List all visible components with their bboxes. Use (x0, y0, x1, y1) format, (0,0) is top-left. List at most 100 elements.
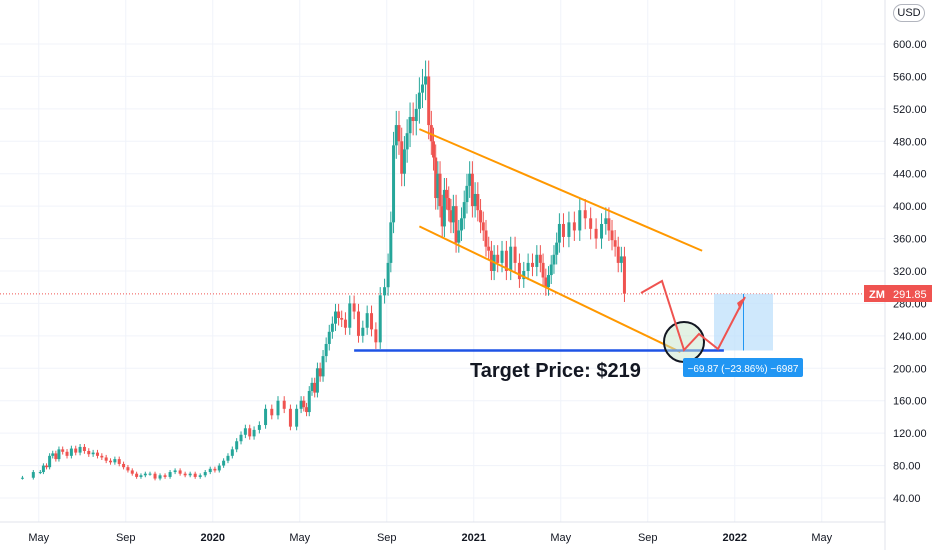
candle (198, 473, 202, 479)
target-price-annotation[interactable]: Target Price: $219 (470, 360, 641, 382)
candle (302, 396, 306, 412)
candle (100, 453, 104, 461)
candle (321, 350, 325, 382)
candle (213, 466, 217, 473)
candle (333, 303, 337, 331)
candle (45, 463, 49, 470)
time-tick-label: May (289, 532, 310, 544)
candle (451, 194, 455, 234)
candle (282, 396, 286, 414)
price-tick-label: 120.00 (893, 428, 927, 440)
candle (324, 337, 328, 363)
candle (613, 230, 617, 257)
candle (230, 446, 234, 459)
candle (616, 236, 620, 273)
candle (481, 211, 485, 241)
candle (270, 404, 274, 420)
price-tick-label: 360.00 (893, 234, 927, 246)
candle (295, 404, 299, 431)
candle (38, 470, 42, 475)
candle (457, 219, 461, 253)
candle (476, 182, 480, 222)
candle (600, 213, 604, 249)
candle (440, 194, 444, 238)
candle (610, 219, 614, 251)
candle (54, 450, 58, 462)
price-tick-label: 480.00 (893, 136, 927, 148)
candle (544, 268, 548, 296)
candle (327, 324, 331, 351)
candle (143, 471, 147, 478)
candle (299, 396, 303, 414)
candle (91, 449, 95, 457)
candle (383, 278, 387, 304)
time-tick-label: Sep (377, 532, 397, 544)
price-tick-label: 80.00 (893, 461, 921, 473)
time-tick-label: Sep (116, 532, 136, 544)
price-tick-label: 320.00 (893, 266, 927, 278)
candle (517, 253, 521, 288)
price-axis[interactable]: 40.0080.00120.00160.00200.00240.00280.00… (893, 39, 927, 505)
candle (340, 310, 344, 328)
measure-box[interactable] (714, 293, 773, 351)
candle (465, 173, 469, 214)
candle (567, 211, 571, 248)
candle (239, 431, 243, 445)
candle (356, 303, 360, 343)
currency-badge[interactable]: USD (893, 4, 925, 22)
candle (429, 110, 433, 155)
candle (41, 463, 45, 475)
candle (20, 475, 24, 480)
last-price-tag: ZM 291.85 (864, 285, 932, 302)
candle (473, 182, 477, 218)
candle (203, 470, 207, 478)
time-tick-label: Sep (638, 532, 658, 544)
candle (530, 253, 534, 277)
candle (139, 473, 143, 479)
price-tick-label: 440.00 (893, 169, 927, 181)
candle (288, 404, 292, 431)
candle (408, 102, 412, 148)
candle (217, 463, 221, 473)
candle (276, 396, 280, 420)
candle (496, 245, 500, 273)
candle (264, 404, 268, 429)
candle (48, 453, 52, 470)
time-tick-label: May (811, 532, 832, 544)
candle (589, 207, 593, 240)
candle (315, 362, 319, 398)
candle (555, 232, 559, 265)
candle (235, 438, 239, 453)
projection-arrowhead (737, 297, 745, 310)
candle (158, 473, 162, 481)
candle (78, 444, 82, 456)
candle (208, 466, 212, 475)
candle (163, 473, 167, 479)
candle (460, 207, 464, 241)
time-tick-label: 2022 (723, 532, 747, 544)
candle (447, 186, 451, 222)
price-tick-label: 200.00 (893, 363, 927, 375)
candle (607, 207, 611, 241)
candle (417, 77, 421, 124)
candle (411, 102, 415, 136)
channel-lower-line[interactable] (418, 225, 681, 353)
candle (424, 60, 428, 101)
channel-upper-line[interactable] (418, 128, 703, 252)
candle (557, 213, 561, 253)
projection-path[interactable] (640, 279, 746, 352)
last-price-value: 291.85 (893, 289, 927, 301)
target-circle[interactable] (663, 321, 705, 363)
drawing-overlays[interactable] (354, 128, 746, 363)
time-tick-label: 2021 (462, 532, 486, 544)
candle (257, 421, 261, 434)
time-axis[interactable]: May Sep 2020 May Sep 2021 May Sep 2022 May (28, 532, 832, 544)
candle (135, 471, 139, 479)
candle (414, 94, 418, 136)
candle (552, 245, 556, 274)
candle (337, 303, 341, 326)
candle (330, 316, 334, 339)
candle (307, 386, 311, 417)
candle (470, 161, 474, 218)
